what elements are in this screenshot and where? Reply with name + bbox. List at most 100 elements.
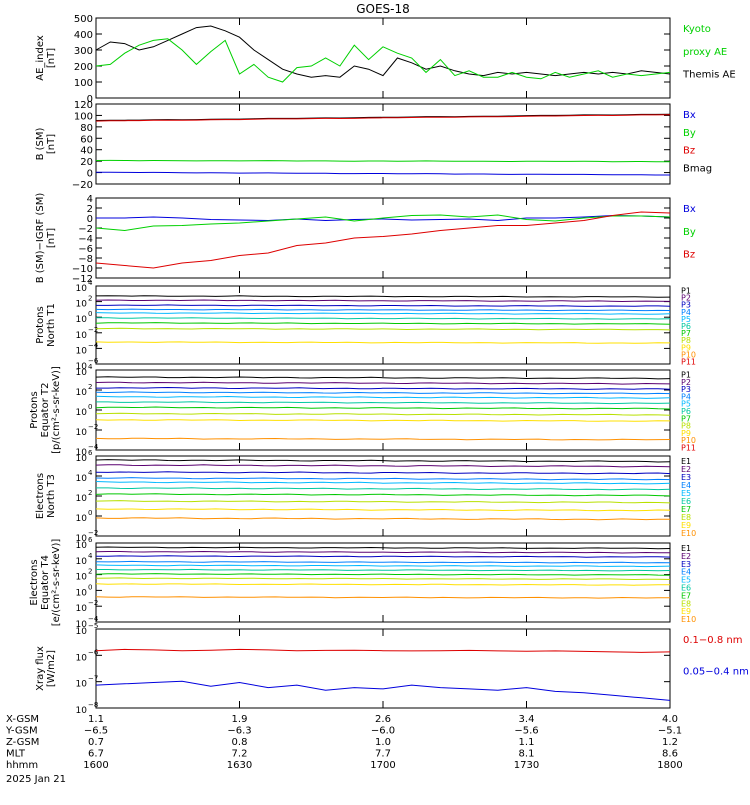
y-tick-exp-pn: 4 — [88, 279, 93, 287]
x-axis-value: 4.0 — [662, 714, 678, 725]
series-line-bsm — [95, 171, 670, 176]
channel-line-ee — [96, 555, 671, 558]
y-tick-label-bigrf: 4 — [87, 194, 93, 205]
legend-label-bigrf: By — [683, 227, 696, 238]
y-tick-exp-xray: −6 — [88, 648, 99, 656]
y-tick-label-ae: 500 — [74, 14, 93, 25]
y-tick-label-pn: 10 — [76, 331, 88, 341]
y-tick-exp-pn: −2 — [88, 326, 98, 334]
y-tick-label-bigrf: −4 — [78, 234, 93, 245]
legend-label-bsm: Bx — [683, 110, 696, 121]
channel-line-ee — [96, 568, 671, 572]
legend-label-pn: P7 — [681, 329, 691, 338]
channel-line-ee — [95, 564, 671, 568]
y-tick-exp-pn: 2 — [88, 295, 92, 303]
x-axis-value: −6.0 — [371, 726, 395, 737]
y-tick-exp-xray: −7 — [88, 675, 98, 683]
legend-label-pe: P7 — [681, 414, 691, 423]
x-axis-value: 7.2 — [232, 749, 248, 760]
y-tick-label-pe: 10 — [76, 388, 88, 398]
y-axis-label-ae: AE_index — [35, 35, 46, 81]
legend-label-en: E3 — [681, 473, 691, 482]
channel-line-ee — [95, 546, 671, 550]
y-tick-label-bigrf: 0 — [87, 214, 93, 225]
channel-line-ee — [95, 577, 671, 581]
y-axis-label-xray: [W/m2] — [46, 650, 57, 687]
y-axis-label-en: Electrons — [35, 473, 46, 519]
channel-line-en — [95, 459, 671, 463]
y-tick-label-ee: 10 — [76, 573, 88, 583]
y-tick-label-ae: 200 — [74, 62, 93, 73]
x-axis-row-label: Y-GSM — [5, 726, 38, 737]
y-tick-label-pn: 10 — [76, 300, 88, 310]
channel-line-pn — [96, 317, 671, 320]
y-tick-label-xray: 10 — [76, 680, 88, 690]
legend-label-pn: P11 — [681, 357, 696, 366]
y-tick-label-ae: 0 — [87, 94, 93, 105]
legend-label-en: E1 — [681, 457, 691, 466]
legend-label-pn: P2 — [681, 294, 691, 303]
y-tick-exp-en: 0 — [88, 509, 92, 517]
channel-line-ee — [95, 560, 671, 564]
legend-label-pn: P5 — [681, 315, 691, 324]
y-tick-label-pe: 10 — [76, 368, 88, 378]
x-axis-value: 8.6 — [662, 749, 678, 760]
y-tick-label-xray: 10 — [76, 653, 88, 663]
y-axis-label-pn: Protons — [35, 306, 46, 343]
series-line-xray — [95, 648, 671, 653]
legend-label-ae: Themis AE — [682, 70, 736, 81]
y-tick-exp-en: 2 — [88, 489, 92, 497]
y-tick-label-ee: 10 — [76, 588, 88, 598]
x-axis-value: 2.6 — [375, 714, 391, 725]
y-tick-label-bigrf: −10 — [72, 264, 93, 275]
y-tick-exp-xray: −8 — [88, 701, 98, 709]
y-tick-label-en: 10 — [76, 454, 88, 464]
legend-label-en: E8 — [681, 513, 691, 522]
channel-line-pe — [95, 376, 671, 380]
legend-label-pn: P9 — [681, 343, 691, 352]
y-tick-exp-en: 6 — [88, 449, 93, 457]
y-axis-label-pe: [p/(cm²-s-sr-keV)] — [51, 366, 62, 454]
y-tick-label-xray: 10 — [76, 627, 88, 637]
channel-line-ee — [95, 573, 671, 576]
y-tick-exp-en: −2 — [88, 529, 98, 537]
y-axis-label-xray: Xray flux — [35, 646, 46, 691]
y-tick-exp-ee: −4 — [88, 615, 99, 623]
x-axis-value: 0.7 — [88, 737, 104, 748]
y-tick-exp-pn: −6 — [88, 357, 99, 365]
y-tick-label-en: 10 — [76, 474, 88, 484]
channel-line-pn — [95, 299, 671, 303]
y-tick-exp-pe: 2 — [88, 383, 92, 391]
y-tick-label-ee: 10 — [76, 620, 88, 630]
y-axis-label-ee: Electrons — [29, 559, 40, 605]
y-axis-label-pe: Protons — [29, 391, 40, 428]
y-tick-label-bsm: −20 — [72, 180, 93, 191]
legend-label-xray: 0.05−0.4 nm — [683, 667, 749, 678]
y-tick-exp-pe: 0 — [88, 403, 92, 411]
channel-line-pe — [95, 437, 671, 441]
y-axis-label-ae: [nT] — [46, 48, 57, 68]
x-axis-value: 7.7 — [375, 749, 391, 760]
channel-line-pn — [95, 308, 671, 312]
legend-label-ee: E9 — [681, 607, 691, 616]
channel-line-pn — [96, 304, 671, 307]
x-axis-row-label: MLT — [6, 749, 26, 760]
x-axis-row-label: X-GSM — [6, 714, 39, 725]
series-line-bigrf — [95, 211, 671, 269]
channel-line-en — [95, 500, 671, 504]
y-tick-label-pn: 10 — [76, 362, 88, 372]
x-axis-value: 1730 — [514, 760, 539, 771]
channel-line-ee — [95, 583, 671, 586]
channel-line-pn — [95, 327, 671, 331]
y-tick-exp-ee: 2 — [88, 568, 92, 576]
x-axis-value: 0.8 — [232, 737, 248, 748]
legend-label-pe: P2 — [681, 378, 691, 387]
channel-line-pn — [95, 295, 671, 298]
x-axis-value: 1.2 — [662, 737, 678, 748]
legend-label-pn: P1 — [681, 287, 691, 296]
legend-label-ee: E7 — [681, 591, 691, 600]
channel-line-pe — [96, 386, 671, 390]
y-tick-label-bsm: 120 — [74, 100, 93, 111]
y-axis-label-bigrf: [nT] — [46, 228, 57, 248]
